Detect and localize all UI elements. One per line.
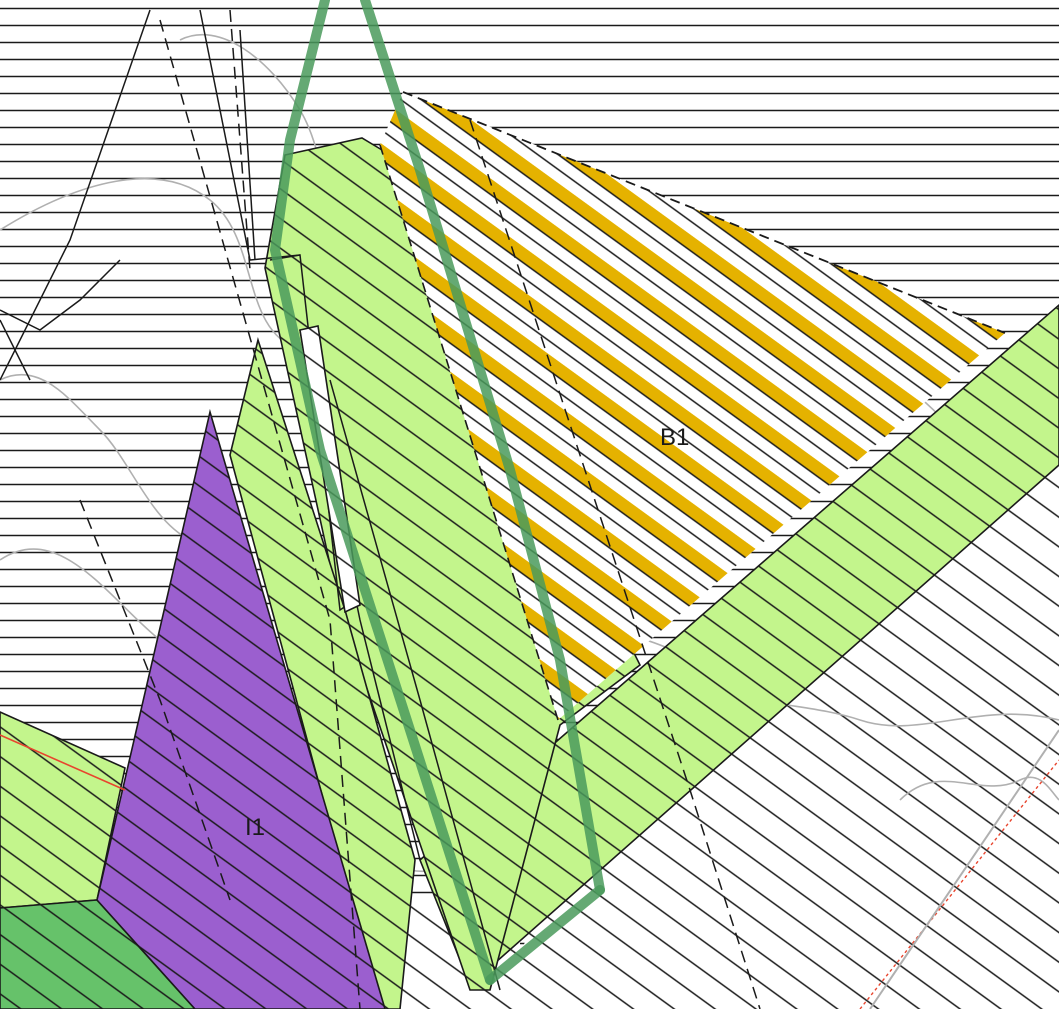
label-i1: I1 [245,814,265,841]
zone-i1[interactable] [96,408,386,1009]
grey-line-right [869,729,1059,1009]
green-road-lines [269,0,605,985]
green-area-left [0,711,126,909]
red-line-right [859,759,1059,1009]
dark-green-area [0,899,197,1009]
green-band-vertical [264,137,642,991]
red-line-left [0,734,126,791]
dashed-boundaries [79,9,761,1009]
label-b1: B1 [660,424,689,451]
